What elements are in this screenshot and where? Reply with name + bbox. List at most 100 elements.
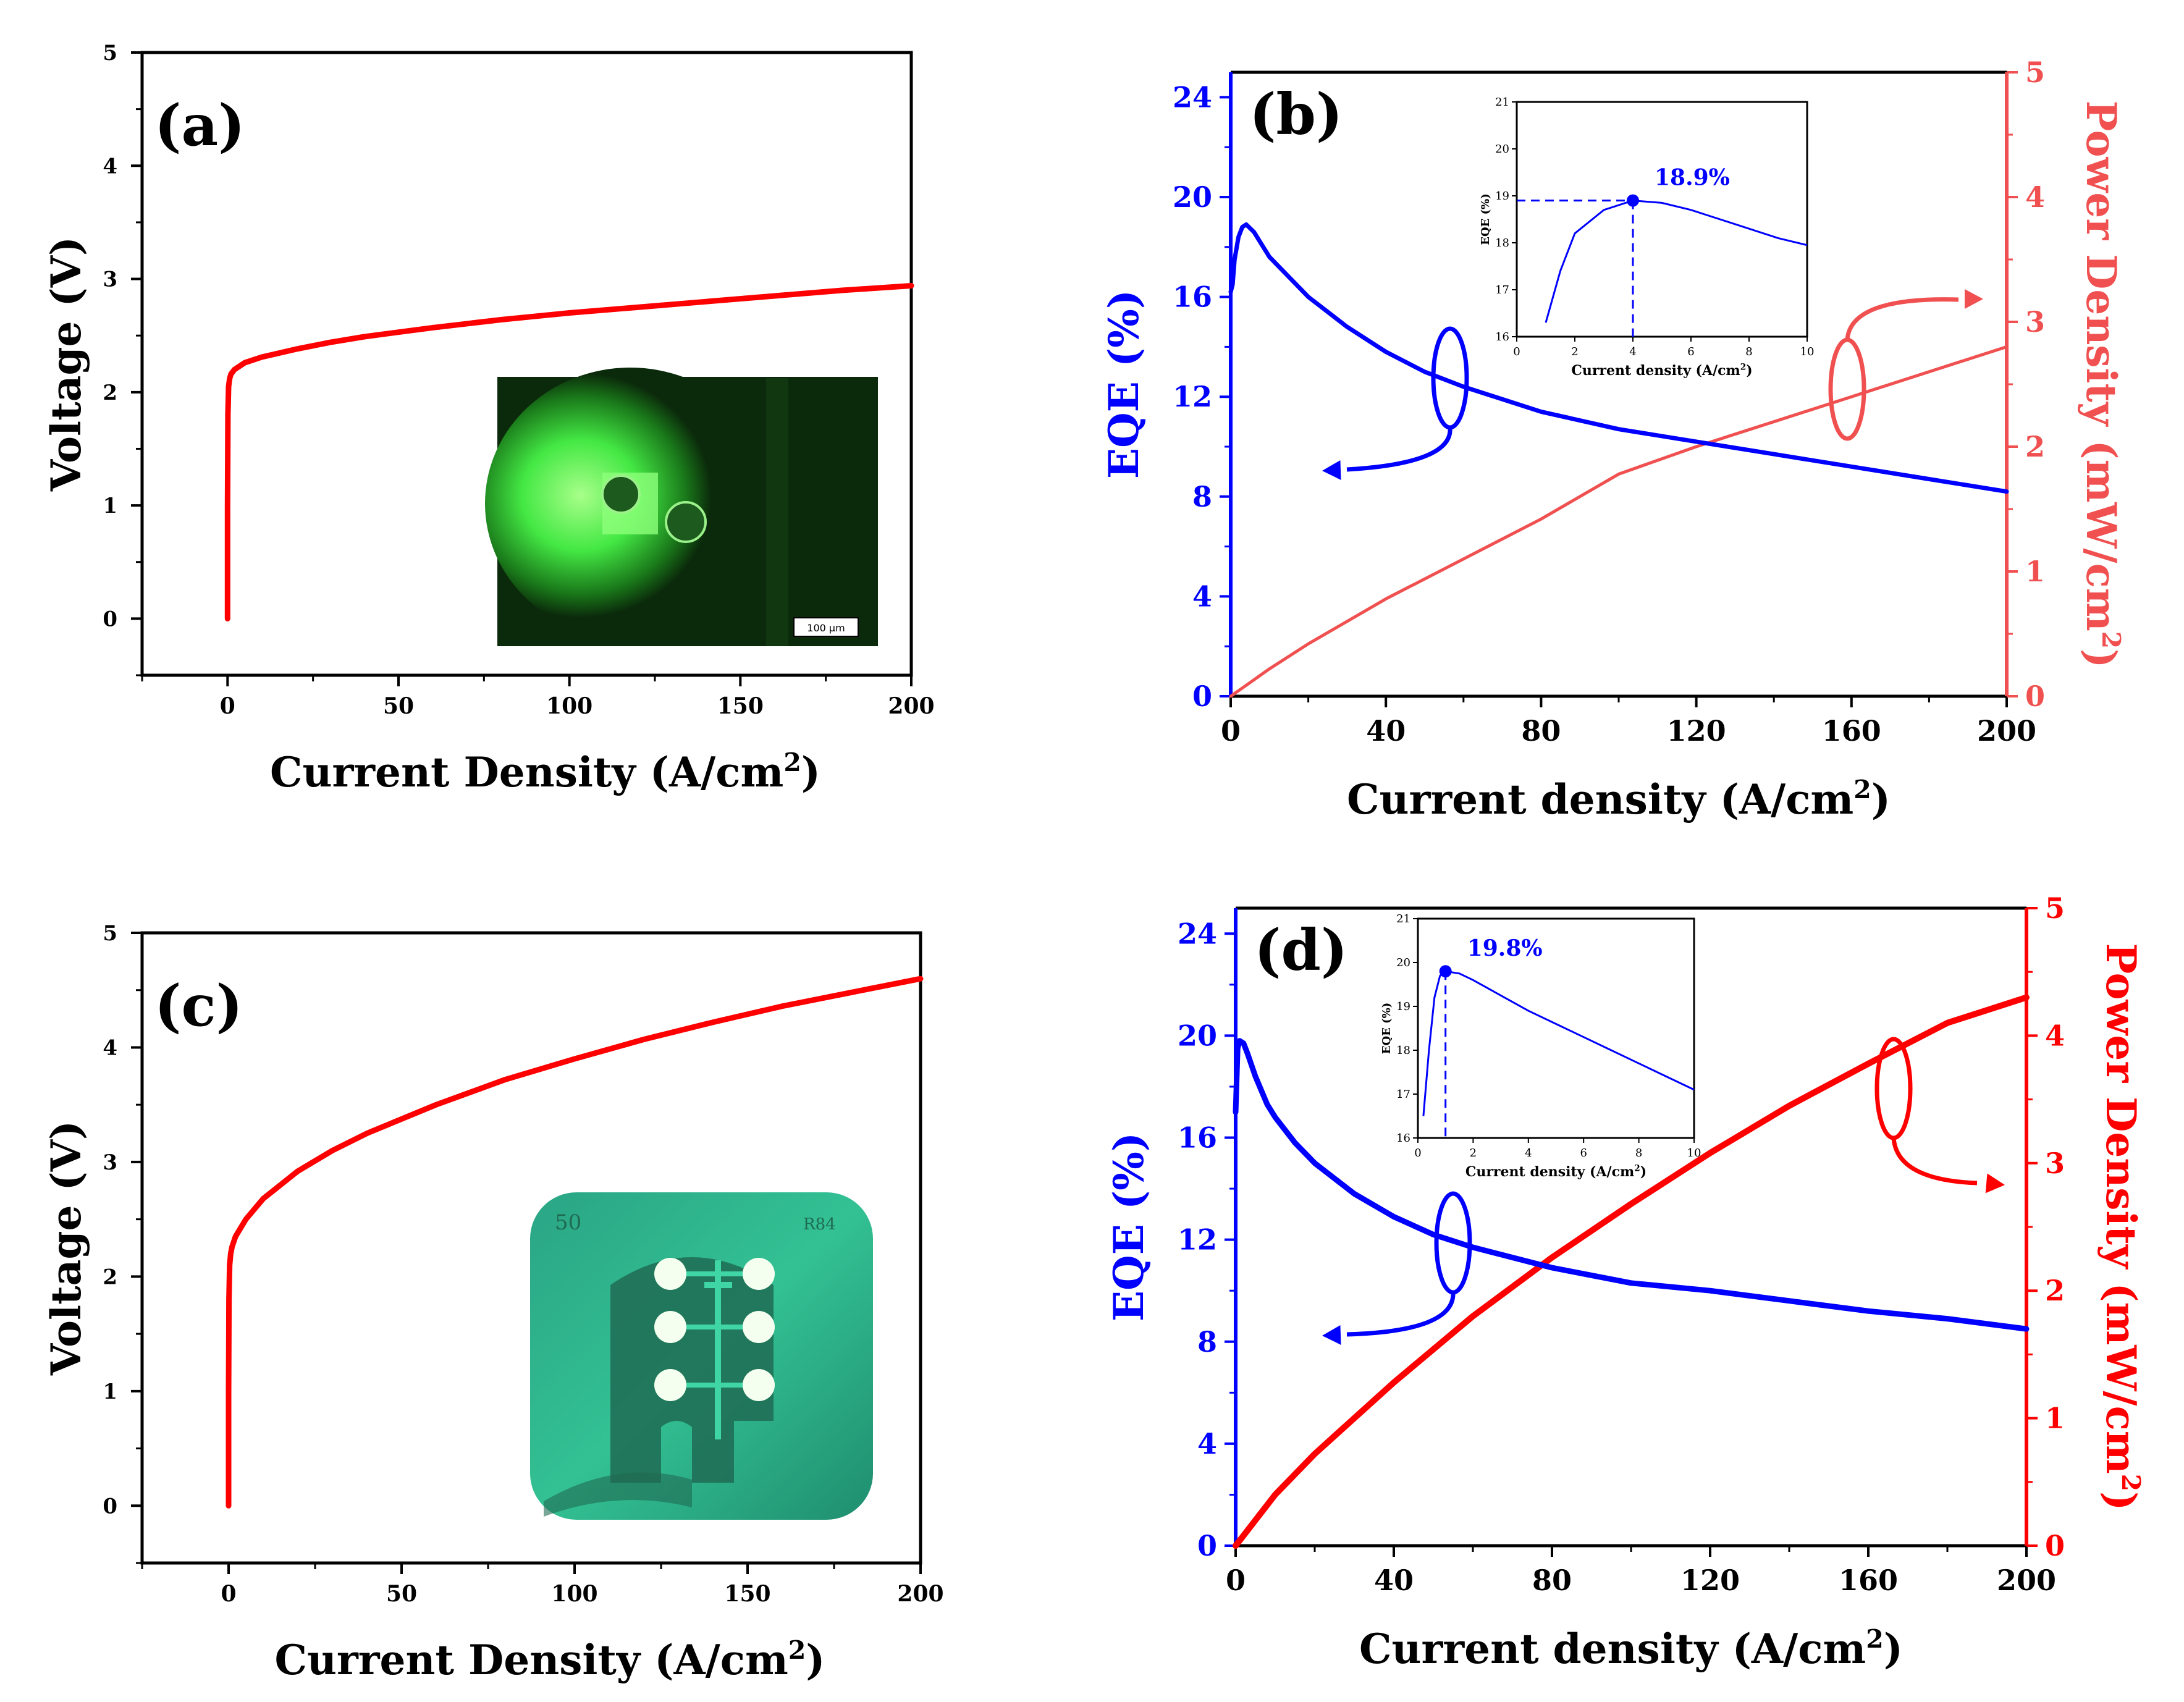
y-left-tick-label: 8 bbox=[1197, 1325, 1217, 1359]
arrow-head bbox=[1322, 460, 1341, 480]
y-right-tick-label: 4 bbox=[2045, 1019, 2065, 1052]
inset-x-axis-label: Current density (A/cm2) bbox=[1465, 1164, 1646, 1180]
y-tick-label: 0 bbox=[103, 1494, 117, 1519]
inset-photo-c: 50 R84 bbox=[530, 1192, 873, 1520]
eqe-curve bbox=[1233, 1038, 2030, 1332]
inset-y-tick-label: 21 bbox=[1396, 912, 1410, 925]
y-left-tick-label: 16 bbox=[1173, 280, 1212, 314]
panel-label: (d) bbox=[1254, 917, 1347, 984]
inset-d: 0 2 4 6 8 10 16 17 18 19 20 21 19.8% EQE (%) Current d… bbox=[1380, 912, 1701, 1180]
panel-label: (b) bbox=[1249, 81, 1343, 148]
inset-x-tick-label: 6 bbox=[1580, 1147, 1587, 1160]
x-tick-label: 0 bbox=[1221, 714, 1241, 748]
x-tick-label: 40 bbox=[1374, 1564, 1414, 1597]
y-tick-label: 2 bbox=[103, 1265, 117, 1289]
x-tick-label: 0 bbox=[221, 1581, 236, 1607]
panel-c: 0 50 100 150 200 0 1 2 3 4 5 (c) Voltage (V) Current … bbox=[42, 921, 944, 1684]
inset-peak-marker bbox=[1627, 194, 1639, 207]
y-tick-label: 4 bbox=[103, 154, 117, 179]
edge-strip bbox=[766, 378, 788, 646]
contact-dot bbox=[665, 501, 707, 543]
inset-peak-marker bbox=[1439, 965, 1452, 978]
y-left-tick-label: 24 bbox=[1173, 80, 1212, 114]
y-right-tick-label: 2 bbox=[2025, 430, 2045, 463]
x-tick-label: 200 bbox=[1977, 714, 2036, 748]
inset-frame bbox=[1417, 917, 1695, 1139]
inset-eqe-curve bbox=[1422, 970, 1695, 1116]
eqe-arrow bbox=[1346, 427, 1452, 472]
power-arrow bbox=[1891, 1137, 1978, 1186]
inset-x-tick-label: 0 bbox=[1513, 345, 1520, 358]
y-left-tick-label: 4 bbox=[1192, 579, 1212, 613]
x-tick-label: 200 bbox=[897, 1581, 943, 1607]
inset-y-tick-label: 16 bbox=[1396, 1132, 1410, 1145]
panel-label: (a) bbox=[154, 92, 245, 159]
chip-right-text: R84 bbox=[803, 1215, 836, 1234]
inset-eqe-curve bbox=[1545, 200, 1808, 323]
inset-x-tick-label: 10 bbox=[1687, 1147, 1701, 1160]
y-right-tick-label: 4 bbox=[2025, 180, 2045, 214]
inset-y-tick-label: 18 bbox=[1495, 237, 1509, 250]
x-tick-label: 100 bbox=[546, 693, 592, 719]
inset-y-tick-label: 20 bbox=[1495, 143, 1509, 156]
inset-x-tick-label: 6 bbox=[1687, 345, 1694, 358]
y-tick-label: 5 bbox=[103, 41, 117, 65]
inset-y-tick-label: 16 bbox=[1495, 331, 1509, 343]
y-left-axis-label: EQE (%) bbox=[1100, 290, 1148, 479]
y-tick-label: 5 bbox=[103, 921, 117, 946]
led-pixel bbox=[743, 1258, 775, 1290]
y-tick-label: 3 bbox=[103, 1150, 117, 1175]
inset-x-tick-label: 2 bbox=[1470, 1147, 1477, 1160]
arrow-head bbox=[1985, 1173, 2005, 1194]
inset-b: 0 2 4 6 8 10 16 17 18 19 20 21 18.9% EQE (%) Current d… bbox=[1479, 96, 1814, 379]
y-left-axis-label: EQE (%) bbox=[1105, 1132, 1153, 1321]
inset-y-tick-label: 17 bbox=[1495, 284, 1509, 297]
inset-x-tick-label: 8 bbox=[1745, 345, 1752, 358]
y-tick-label: 3 bbox=[103, 268, 117, 292]
x-axis-label: Current density (A/cm2) bbox=[1359, 1624, 1903, 1673]
x-tick-label: 0 bbox=[220, 693, 235, 719]
y-left-tick-label: 12 bbox=[1173, 380, 1212, 413]
inset-photo-a: 100 μm bbox=[485, 368, 878, 646]
inset-y-axis-label: EQE (%) bbox=[1380, 1003, 1393, 1055]
inset-y-tick-label: 17 bbox=[1396, 1088, 1410, 1101]
scale-bar bbox=[793, 617, 859, 637]
power-arrow bbox=[1845, 297, 1959, 340]
y-left-tick-label: 12 bbox=[1178, 1223, 1217, 1257]
y-tick-label: 0 bbox=[103, 607, 117, 631]
chip-left-text: 50 bbox=[555, 1210, 581, 1235]
y-right-tick-label: 2 bbox=[2045, 1274, 2065, 1307]
inset-y-tick-label: 21 bbox=[1495, 96, 1509, 109]
y-left-tick-label: 20 bbox=[1178, 1019, 1217, 1052]
plot-frame bbox=[140, 51, 913, 677]
led-pixel bbox=[654, 1258, 686, 1290]
x-tick-label: 200 bbox=[1997, 1564, 2056, 1597]
inset-peak-annotation: 18.9% bbox=[1655, 165, 1730, 191]
inset-x-tick-label: 8 bbox=[1635, 1147, 1642, 1160]
chip-pattern bbox=[610, 1257, 774, 1483]
voltage-curve bbox=[226, 975, 924, 1509]
inset-y-tick-label: 19 bbox=[1396, 1000, 1410, 1013]
y-right-tick-label: 0 bbox=[2045, 1529, 2065, 1562]
x-tick-label: 150 bbox=[724, 1581, 770, 1607]
x-tick-label: 160 bbox=[1839, 1564, 1898, 1597]
x-axis-label: Current Density (A/cm2) bbox=[270, 748, 820, 796]
scale-bar-label: 100 μm bbox=[807, 622, 845, 634]
panel-a: 0 50 100 150 200 0 1 2 3 4 5 (a) Voltage (V) Current … bbox=[42, 41, 935, 796]
y-right-tick-label: 1 bbox=[2025, 555, 2045, 588]
x-tick-label: 40 bbox=[1366, 714, 1406, 748]
y-tick-label: 4 bbox=[103, 1035, 117, 1060]
y-left-tick-label: 20 bbox=[1173, 180, 1212, 214]
inset-x-tick-label: 4 bbox=[1525, 1147, 1532, 1160]
x-tick-label: 100 bbox=[551, 1581, 597, 1607]
x-axis-label: Current density (A/cm2) bbox=[1347, 775, 1891, 824]
inset-x-tick-label: 2 bbox=[1571, 345, 1578, 358]
y-left-tick-label: 0 bbox=[1192, 680, 1212, 713]
y-right-tick-label: 5 bbox=[2025, 56, 2045, 89]
y-right-axis-label: Power Density (mW/cm2) bbox=[2077, 101, 2126, 668]
arrow-head bbox=[1322, 1325, 1341, 1345]
y-tick-label: 1 bbox=[103, 494, 117, 518]
x-axis-label: Current Density (A/cm2) bbox=[274, 1635, 825, 1684]
y-right-tick-label: 5 bbox=[2045, 891, 2065, 925]
